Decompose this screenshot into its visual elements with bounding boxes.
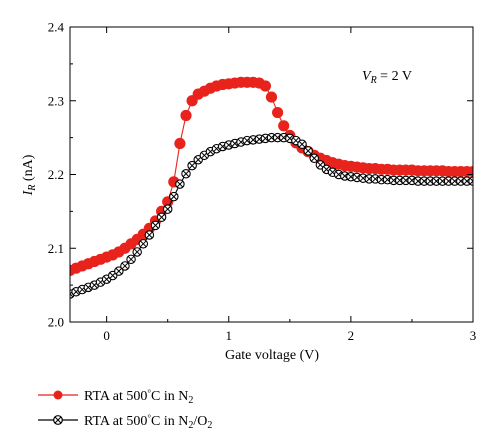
series-layer — [70, 76, 473, 299]
data-point — [162, 204, 173, 214]
data-point — [259, 80, 271, 92]
data-point — [132, 247, 142, 257]
y-tick-label: 2.0 — [48, 315, 64, 330]
data-point — [169, 191, 179, 202]
x-tick-label: 1 — [226, 328, 233, 343]
y-tick-label: 2.3 — [48, 93, 64, 108]
series-line-1 — [70, 137, 473, 295]
data-point — [126, 254, 136, 265]
x-tick-label: 3 — [470, 328, 477, 343]
data-point — [114, 266, 124, 276]
bias-annotation-v: V — [362, 69, 372, 84]
y-axis-title: IR (nA) — [21, 154, 38, 196]
data-point — [144, 230, 155, 240]
y-axis-title-unit: (nA) — [21, 154, 36, 184]
data-point — [156, 212, 167, 223]
ticks-layer: 0 1 2 3 2.0 2.1 2.2 2.3 2.4 — [48, 20, 477, 344]
legend-label-rta-n2: RTA at 500°C in N2 — [84, 388, 193, 406]
data-point — [272, 106, 284, 119]
y-tick-label: 2.1 — [48, 241, 64, 256]
series-1 — [70, 132, 473, 299]
data-point — [174, 137, 186, 150]
legend-label-rta-n2-o2: RTA at 500°C in N2/O2 — [84, 413, 212, 431]
legend-marker-rta-n2 — [53, 390, 63, 400]
data-point — [175, 179, 185, 189]
series-0 — [70, 76, 473, 276]
data-point — [303, 146, 313, 156]
data-point — [265, 91, 278, 103]
data-point — [297, 139, 307, 150]
data-point — [120, 261, 130, 271]
data-point — [138, 239, 149, 249]
data-point — [180, 109, 192, 122]
data-point — [181, 169, 191, 179]
y-axis-title-main: I — [21, 189, 36, 196]
x-tick-label: 2 — [348, 328, 355, 343]
data-point — [401, 175, 411, 186]
data-point — [150, 220, 161, 231]
bias-annotation: VR = 2 V — [362, 69, 412, 86]
x-axis-title: Gate voltage (V) — [225, 348, 319, 363]
data-point — [278, 120, 290, 132]
legend-item-rta-n2-o2: RTA at 500°C in N2/O2 — [38, 413, 212, 431]
data-point — [187, 160, 197, 171]
y-axis-title-sub: R — [27, 185, 38, 192]
bias-annotation-rest: = 2 V — [377, 69, 412, 84]
data-point — [309, 153, 319, 164]
x-tick-label: 0 — [103, 328, 110, 343]
legend: RTA at 500°C in N2 RTA at 500°C in N2/O2 — [38, 388, 212, 431]
y-tick-label: 2.4 — [48, 20, 65, 35]
y-tick-label: 2.2 — [48, 167, 64, 182]
legend-item-rta-n2: RTA at 500°C in N2 — [38, 388, 193, 406]
legend-marker-rta-n2-o2 — [53, 415, 63, 425]
bias-annotation-sub: R — [370, 75, 377, 86]
